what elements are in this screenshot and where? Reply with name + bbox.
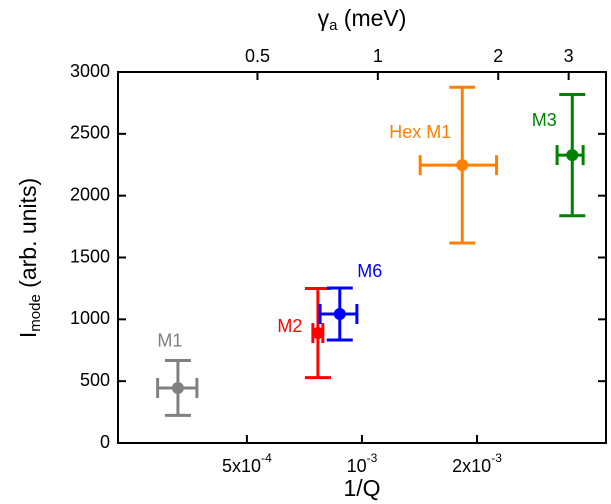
point-label: M2 [277,316,302,336]
point-label: M6 [357,261,382,281]
x2-label-main: γ [318,5,330,31]
y-tick-label: 2500 [70,123,110,143]
point [333,308,346,321]
x2-label-sub: a [329,17,338,34]
x-tick-label: 2x10-3 [452,451,502,476]
y-label-rest: (arb. units) [15,178,41,294]
point [456,159,469,172]
x-tick-base: 2x10 [452,456,491,476]
x-axis-label: 1/Q [343,475,380,501]
point [311,327,324,340]
y-tick-label: 2000 [70,184,110,204]
y-label-main: I [15,332,41,338]
y-tick-label: 0 [100,432,110,452]
y-tick-label: 500 [80,370,110,390]
y-label-sub: mode [27,294,44,332]
x2-label-rest: (meV) [337,5,406,31]
x-tick-label: 10-3 [347,451,378,476]
point-label: Hex M1 [389,122,451,142]
x-tick-base: 10 [347,456,367,476]
x-tick-exp: -3 [491,451,502,465]
x2-axis-label: γa (meV) [318,5,407,34]
point [566,149,579,162]
x-tick-base: 5x10 [222,456,261,476]
y-tick-label: 3000 [70,61,110,81]
x2-tick-label: 1 [373,46,383,66]
y-axis-label: Imode (arb. units) [15,178,44,338]
x2-tick-label: 2 [493,46,503,66]
x2-tick-label: 0.5 [245,46,270,66]
x-tick-exp: -3 [367,451,378,465]
y-tick-label: 1500 [70,246,110,266]
point-label: M1 [157,331,182,351]
x-tick-exp: -4 [261,451,272,465]
x-tick-label: 5x10-4 [222,451,272,476]
point [171,381,184,394]
point-label: M3 [532,110,557,130]
x2-tick-label: 3 [564,46,574,66]
y-tick-label: 1000 [70,308,110,328]
